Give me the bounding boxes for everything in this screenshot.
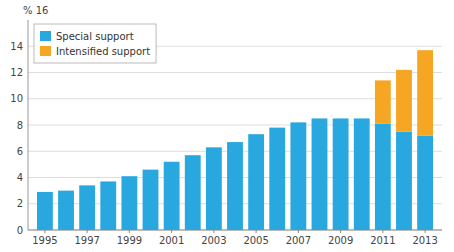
x-tick-label: 2007 xyxy=(286,235,311,246)
x-tick-label: 2005 xyxy=(243,235,268,246)
bar xyxy=(333,118,349,230)
y-tick-label: 14 xyxy=(10,41,23,52)
bar xyxy=(375,80,391,123)
x-tick xyxy=(87,230,88,233)
bar xyxy=(37,191,53,192)
x-tick-label: 1995 xyxy=(32,235,57,246)
bar xyxy=(396,70,412,132)
y-tick-label: 4 xyxy=(17,172,23,183)
bar xyxy=(354,118,370,230)
bar xyxy=(269,128,285,230)
bar xyxy=(185,155,201,156)
x-tick xyxy=(425,230,426,233)
bar xyxy=(121,176,137,177)
axes: 0 2 4 6 8 10 12 14 % 16 1995 1997 1999 2001 2003 2005 2… xyxy=(10,5,442,246)
x-tick xyxy=(340,230,341,233)
bar xyxy=(290,122,306,123)
bar xyxy=(121,176,137,230)
legend-swatch xyxy=(40,31,51,41)
y-tick-label: 12 xyxy=(10,67,23,78)
legend-frame xyxy=(34,24,156,63)
series xyxy=(375,50,433,135)
bar xyxy=(164,162,180,230)
bar xyxy=(375,124,391,230)
x-tick-label: 2013 xyxy=(412,235,437,246)
bar xyxy=(417,136,433,231)
bar xyxy=(37,192,53,230)
bar xyxy=(227,142,243,143)
y-tick-label: 10 xyxy=(10,93,23,104)
legend: Special support Intensified support xyxy=(34,24,156,63)
bar xyxy=(185,155,201,230)
y-tick-label: 6 xyxy=(17,146,23,157)
bar xyxy=(100,181,116,182)
bar xyxy=(79,185,95,230)
bars xyxy=(37,50,433,230)
bar xyxy=(269,127,285,128)
legend-label: Special support xyxy=(56,31,134,42)
x-tick-label: 2009 xyxy=(328,235,353,246)
bar xyxy=(248,134,264,135)
x-tick xyxy=(256,230,257,233)
x-tick-label: 1999 xyxy=(117,235,142,246)
x-tick-label: 1997 xyxy=(74,235,99,246)
bar xyxy=(206,147,222,148)
bar xyxy=(227,142,243,230)
x-tick xyxy=(171,230,172,233)
x-tick-label: 2003 xyxy=(201,235,226,246)
bar xyxy=(143,169,159,170)
y-tick-label: 8 xyxy=(17,120,23,131)
bar xyxy=(312,118,328,230)
bar xyxy=(396,132,412,230)
bar xyxy=(333,118,349,119)
bar xyxy=(312,118,328,119)
bar xyxy=(417,50,433,135)
chart: 0 2 4 6 8 10 12 14 % 16 1995 1997 1999 2001 2003 2005 2… xyxy=(0,0,454,252)
bar xyxy=(354,118,370,119)
grid xyxy=(28,46,442,230)
legend-swatch xyxy=(40,46,51,56)
x-tick-label: 2011 xyxy=(370,235,395,246)
x-tick xyxy=(213,230,214,233)
legend-label: Intensified support xyxy=(56,46,150,57)
bar xyxy=(100,181,116,230)
x-tick xyxy=(129,230,130,233)
x-tick xyxy=(382,230,383,233)
bar xyxy=(143,170,159,230)
bar xyxy=(164,161,180,162)
bar xyxy=(58,191,74,230)
bar xyxy=(79,185,95,186)
grid-line xyxy=(28,72,442,73)
x-tick xyxy=(298,230,299,233)
x-tick xyxy=(44,230,45,233)
series xyxy=(37,118,433,230)
y-tick-label: 2 xyxy=(17,198,23,209)
bar xyxy=(248,134,264,230)
y-axis-line xyxy=(28,20,29,230)
bar xyxy=(58,190,74,191)
bar xyxy=(206,147,222,230)
y-tick-label: 0 xyxy=(17,225,23,236)
annotation: % 16 xyxy=(23,5,48,16)
bar xyxy=(290,122,306,230)
x-tick-label: 2001 xyxy=(159,235,184,246)
